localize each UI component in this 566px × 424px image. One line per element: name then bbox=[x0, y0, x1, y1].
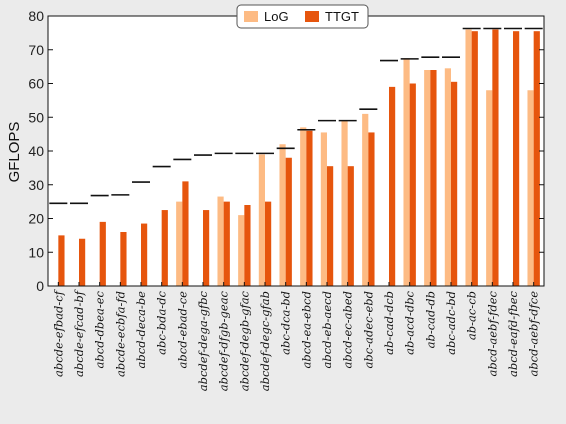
x-tick-label: ab-ac-cb bbox=[465, 291, 479, 340]
bar-ttgt bbox=[347, 166, 354, 286]
x-tick-label: abcdef-degb-gfac bbox=[237, 290, 251, 391]
bar-log bbox=[424, 70, 431, 286]
x-tick-label: abcdef-dega-gfbc bbox=[196, 290, 210, 391]
bar-log bbox=[444, 68, 451, 286]
x-tick-label: abcd-ebad-ce bbox=[175, 291, 189, 369]
y-tick-label: 80 bbox=[28, 8, 44, 24]
bar-ttgt bbox=[409, 83, 416, 286]
bar-ttgt bbox=[58, 235, 65, 286]
x-tick-label: abcdef-dfgb-geac bbox=[217, 290, 231, 391]
bar-log bbox=[300, 127, 307, 286]
bar-ttgt bbox=[141, 223, 148, 286]
bar-ttgt bbox=[430, 70, 437, 286]
bar-ttgt bbox=[99, 221, 106, 286]
x-tick-label: abc-adc-bd bbox=[444, 291, 458, 355]
x-tick-label: ab-cad-dcb bbox=[382, 291, 396, 355]
x-tick-label: abcde-efcad-bf bbox=[72, 289, 86, 377]
legend-swatch-log bbox=[244, 11, 258, 22]
bar-log bbox=[403, 58, 410, 286]
bar-log bbox=[217, 196, 224, 286]
bar-log bbox=[279, 144, 286, 286]
y-tick-label: 60 bbox=[28, 76, 44, 92]
y-tick-label: 20 bbox=[28, 211, 44, 227]
x-tick-label: abcd-dbea-ec bbox=[93, 290, 107, 368]
x-tick-label: abc-adec-ebd bbox=[361, 291, 375, 368]
x-tick-label: abc-bda-dc bbox=[155, 290, 169, 354]
legend: LoG TTGT bbox=[236, 4, 369, 29]
bar-ttgt bbox=[513, 31, 520, 286]
bar-ttgt bbox=[327, 166, 334, 286]
bar-ttgt bbox=[161, 210, 168, 286]
bar-ttgt bbox=[120, 232, 127, 286]
bar-ttgt bbox=[223, 201, 230, 286]
bar-log bbox=[527, 90, 534, 286]
bar-ttgt bbox=[182, 181, 189, 286]
x-tick-label: abcd-aebf-dfce bbox=[527, 291, 541, 377]
x-tick-label: abcdef-degc-gfab bbox=[258, 291, 272, 391]
bar-ttgt bbox=[368, 132, 375, 286]
bar-log bbox=[465, 29, 472, 286]
x-tick-label: ab-acd-dbc bbox=[403, 290, 417, 354]
x-tick-label: abcd-ec-abed bbox=[341, 291, 355, 368]
bar-ttgt bbox=[389, 86, 396, 286]
bar-ttgt bbox=[306, 130, 313, 286]
y-tick-label: 50 bbox=[28, 109, 44, 125]
bar-ttgt bbox=[79, 238, 86, 286]
y-tick-label: 70 bbox=[28, 42, 44, 58]
y-tick-label: 40 bbox=[28, 143, 44, 159]
legend-swatch-ttgt bbox=[305, 11, 319, 22]
x-tick-label: abc-dca-bd bbox=[279, 291, 293, 355]
y-tick-label: 30 bbox=[28, 177, 44, 193]
x-tick-label: abcd-aebf-fdec bbox=[485, 290, 499, 376]
y-tick-label: 0 bbox=[36, 278, 44, 294]
plot-area bbox=[48, 16, 544, 286]
bar-ttgt bbox=[451, 81, 458, 286]
bar-log bbox=[362, 113, 369, 286]
bar-log bbox=[238, 215, 245, 286]
legend-label-log: LoG bbox=[264, 9, 289, 24]
x-tick-label: abcd-ea-ebcd bbox=[299, 291, 313, 368]
bar-ttgt bbox=[533, 31, 540, 286]
bar-log bbox=[258, 154, 265, 286]
bar-ttgt bbox=[244, 205, 251, 286]
bar-ttgt bbox=[471, 31, 478, 286]
x-tick-label: abcde-ecbfa-fd bbox=[113, 291, 127, 377]
y-tick-label: 10 bbox=[28, 244, 44, 260]
legend-label-ttgt: TTGT bbox=[325, 9, 359, 24]
bar-ttgt bbox=[492, 29, 499, 286]
bar-ttgt bbox=[265, 201, 272, 286]
bar-ttgt bbox=[203, 210, 210, 286]
x-tick-label: abcd-eafd-fbec bbox=[506, 290, 520, 376]
x-tick-label: abcd-eb-aecd bbox=[320, 291, 334, 368]
x-tick-label: abcde-efbad-cf bbox=[51, 289, 65, 377]
bar-log bbox=[341, 120, 348, 286]
bar-log bbox=[320, 132, 327, 286]
bar-log bbox=[486, 90, 493, 286]
bar-ttgt bbox=[285, 157, 292, 286]
x-tick-label: ab-cad-db bbox=[423, 291, 437, 348]
y-axis-title: GFLOPS bbox=[6, 122, 23, 183]
x-tick-label: abcd-deca-be bbox=[134, 291, 148, 369]
legend-box bbox=[236, 4, 369, 29]
bar-log bbox=[176, 201, 183, 286]
